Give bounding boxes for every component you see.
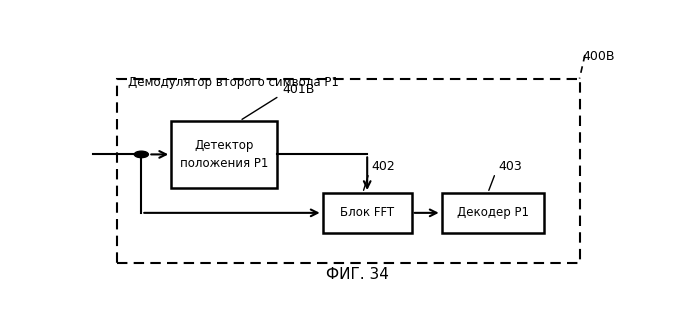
Text: 402: 402: [371, 160, 395, 173]
Text: Детектор
положения P1: Детектор положения P1: [179, 139, 268, 170]
Text: Декодер P1: Декодер P1: [457, 206, 529, 219]
Bar: [442, 193, 544, 233]
Circle shape: [134, 151, 149, 158]
Bar: [322, 193, 412, 233]
Text: Блок FFT: Блок FFT: [340, 206, 394, 219]
Text: ФИГ. 34: ФИГ. 34: [326, 267, 389, 283]
Text: Демодулятор второго символа P1: Демодулятор второго символа P1: [128, 76, 339, 89]
Text: 403: 403: [498, 160, 522, 173]
Bar: [117, 78, 579, 263]
Text: 401В: 401В: [282, 83, 314, 96]
Text: 400В: 400В: [582, 50, 615, 63]
Bar: [171, 121, 276, 188]
